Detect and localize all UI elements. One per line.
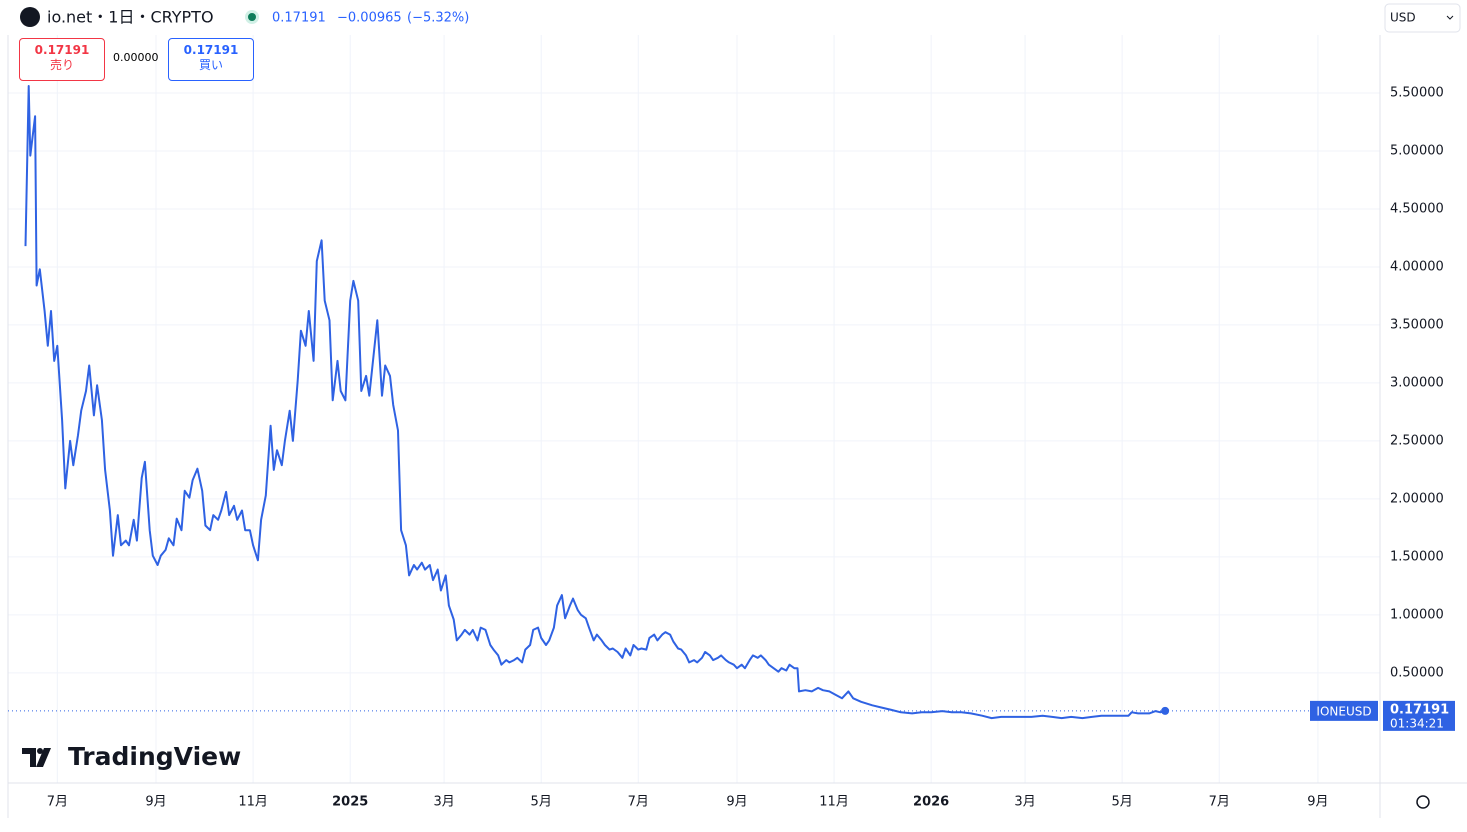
x-tick-label: 7月	[47, 795, 68, 810]
spread: 0.00000	[113, 51, 159, 64]
status-dot	[248, 13, 256, 21]
x-tick-label: 9月	[145, 795, 166, 810]
symbol-logo	[20, 7, 40, 27]
brand-name: TradingView	[68, 742, 241, 771]
currency-label: USD	[1390, 11, 1416, 25]
brand-icon-dot	[37, 748, 43, 754]
sell-button[interactable]: 0.17191 売り	[19, 38, 105, 81]
brand-logo: TradingView	[22, 742, 241, 771]
price-tag-label: 0.17191	[1390, 702, 1449, 717]
y-tick-label: 5.50000	[1390, 85, 1444, 100]
x-tick-label: 9月	[1307, 795, 1328, 810]
symbol-title: io.net・1日・CRYPTO	[47, 8, 214, 27]
header-change: −0.00965	[337, 11, 402, 26]
header-change-pct: (−5.32%)	[407, 11, 469, 26]
y-tick-label: 0.50000	[1390, 665, 1444, 680]
y-tick-label: 2.00000	[1390, 491, 1444, 506]
y-tick-label: 2.50000	[1390, 433, 1444, 448]
x-tick-label: 11月	[819, 795, 849, 810]
x-tick-label: 7月	[628, 795, 649, 810]
x-tick-label: 3月	[433, 795, 454, 810]
symbol-tag-label: IONEUSD	[1316, 704, 1371, 718]
y-tick-label: 1.50000	[1390, 549, 1444, 564]
countdown-label: 01:34:21	[1390, 716, 1444, 730]
y-tick-label: 4.50000	[1390, 201, 1444, 216]
x-tick-label: 2025	[332, 795, 368, 810]
x-tick-label: 5月	[1112, 795, 1133, 810]
x-tick-label: 11月	[238, 795, 268, 810]
last-point	[1161, 706, 1170, 715]
y-tick-label: 3.00000	[1390, 375, 1444, 390]
x-tick-label: 3月	[1014, 795, 1035, 810]
x-tick-label: 5月	[531, 795, 552, 810]
x-tick-label: 7月	[1209, 795, 1230, 810]
sell-label: 売り	[49, 58, 74, 72]
price-tag	[1383, 700, 1455, 731]
grid-layer	[8, 35, 1380, 783]
header-price: 0.17191	[272, 11, 326, 26]
currency-select[interactable]	[1384, 3, 1461, 33]
buy-button[interactable]: 0.17191 買い	[168, 38, 254, 81]
x-tick-label: 9月	[726, 795, 747, 810]
y-tick-label: 5.00000	[1390, 143, 1444, 158]
brand-icon	[22, 748, 51, 767]
x-tick-label: 2026	[913, 795, 949, 810]
y-tick-label: 4.00000	[1390, 259, 1444, 274]
buy-label: 買い	[198, 58, 223, 72]
price-line	[24, 85, 1166, 720]
dropdown-arrow	[1446, 15, 1454, 20]
buy-price: 0.17191	[183, 43, 239, 57]
sell-price: 0.17191	[34, 43, 90, 57]
symbol-tag	[1310, 700, 1378, 721]
settings-icon[interactable]	[1416, 795, 1430, 809]
y-tick-label: 3.50000	[1390, 317, 1444, 332]
y-tick-label: 1.00000	[1390, 607, 1444, 622]
